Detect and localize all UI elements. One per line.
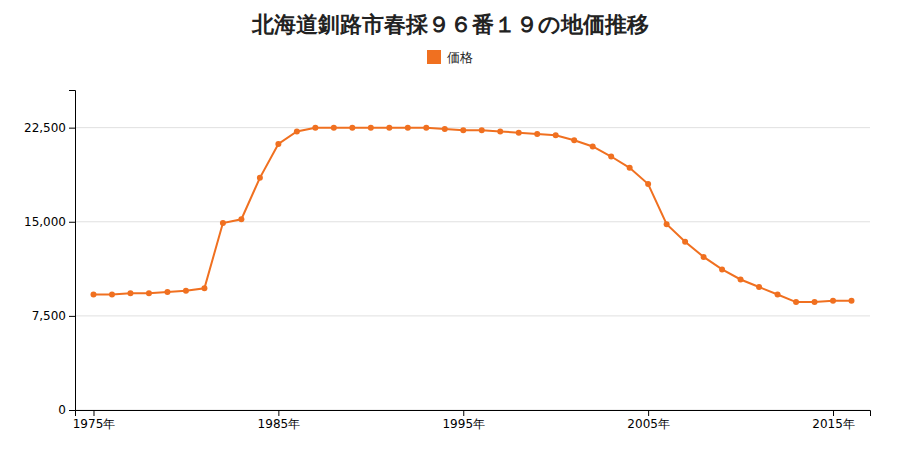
legend-item: 価格 [427, 50, 473, 65]
chart-container: 1975年 1985年 1995年 2005年 2015年 0 7,500 15,000 22,… [0, 0, 900, 450]
series-point [775, 292, 781, 298]
x-axis: 1975年 1985年 1995年 2005年 2015年 [73, 410, 871, 431]
series-point [238, 216, 244, 222]
legend-swatch [427, 50, 441, 64]
tick-mark [69, 316, 75, 317]
series-point [460, 127, 466, 133]
series-point [164, 289, 170, 295]
chart-title: 北海道釧路市春採９６番１９の地価推移 [251, 12, 649, 37]
tick-label: 2005年 [627, 417, 670, 431]
series-point [220, 220, 226, 226]
series-point [183, 288, 189, 294]
series-point [553, 132, 559, 138]
series-point [682, 239, 688, 245]
chart-svg: 1975年 1985年 1995年 2005年 2015年 0 7,500 15,000 22,… [0, 0, 900, 450]
plot-area: 1975年 1985年 1995年 2005年 2015年 0 7,500 15,000 22,… [24, 91, 871, 431]
tick: 2015年 [812, 410, 855, 431]
series-point [146, 290, 152, 296]
series-point [201, 285, 207, 291]
series-point [571, 137, 577, 143]
series-point [127, 290, 133, 296]
marks [90, 125, 854, 305]
tick: 7,500 [32, 309, 75, 323]
legend-label: 価格 [447, 50, 473, 65]
series-point [849, 298, 855, 304]
tick-label: 7,500 [32, 309, 66, 323]
tick-mark [69, 222, 75, 223]
series-point [442, 126, 448, 132]
tick-mark [69, 410, 75, 411]
grid-line [75, 127, 870, 128]
axis-line [69, 91, 76, 411]
tick-label: 1985年 [258, 417, 301, 431]
tick-mark [93, 410, 94, 416]
series-point [645, 181, 651, 187]
series-point [664, 221, 670, 227]
series-point [386, 125, 392, 131]
series-line [93, 128, 851, 302]
tick-label: 2015年 [812, 417, 855, 431]
series-point [534, 131, 540, 137]
tick-mark [278, 410, 279, 416]
series-point [812, 299, 818, 305]
tick-mark [648, 410, 649, 416]
series-point [590, 143, 596, 149]
series-point [257, 175, 263, 181]
tick: 1975年 [73, 410, 116, 431]
tick: 1985年 [258, 410, 301, 431]
grid [75, 128, 870, 410]
series-point [312, 125, 318, 131]
grid-line [75, 315, 870, 316]
series-point [738, 276, 744, 282]
tick: 15,000 [24, 215, 75, 229]
series-point [719, 266, 725, 272]
series-point [109, 292, 115, 298]
series-point [830, 298, 836, 304]
tick-label: 22,500 [24, 121, 66, 135]
tick: 1995年 [442, 410, 485, 431]
series-point [793, 299, 799, 305]
tick-label: 1975年 [73, 417, 116, 431]
tick: 0 [58, 403, 75, 417]
tick-mark [833, 410, 834, 416]
series-point [90, 292, 96, 298]
series-point [756, 284, 762, 290]
tick: 22,500 [24, 121, 75, 135]
axis-line [76, 411, 871, 417]
tick-label: 0 [58, 403, 66, 417]
series-point [516, 130, 522, 136]
tick: 2005年 [627, 410, 670, 431]
series-point [608, 154, 614, 160]
series-point [349, 125, 355, 131]
series-point [275, 141, 281, 147]
series-point [331, 125, 337, 131]
series-point [497, 128, 503, 134]
series-point [294, 128, 300, 134]
series-point [423, 125, 429, 131]
series-point [405, 125, 411, 131]
tick-mark [69, 128, 75, 129]
y-axis: 0 7,500 15,000 22,500 [24, 91, 76, 418]
series-point [479, 127, 485, 133]
series-point [368, 125, 374, 131]
legend: 価格 [427, 50, 473, 65]
series-point [701, 254, 707, 260]
series-point [627, 165, 633, 171]
grid-line [75, 221, 870, 222]
tick-mark [463, 410, 464, 416]
tick-label: 15,000 [24, 215, 66, 229]
tick-label: 1995年 [442, 417, 485, 431]
